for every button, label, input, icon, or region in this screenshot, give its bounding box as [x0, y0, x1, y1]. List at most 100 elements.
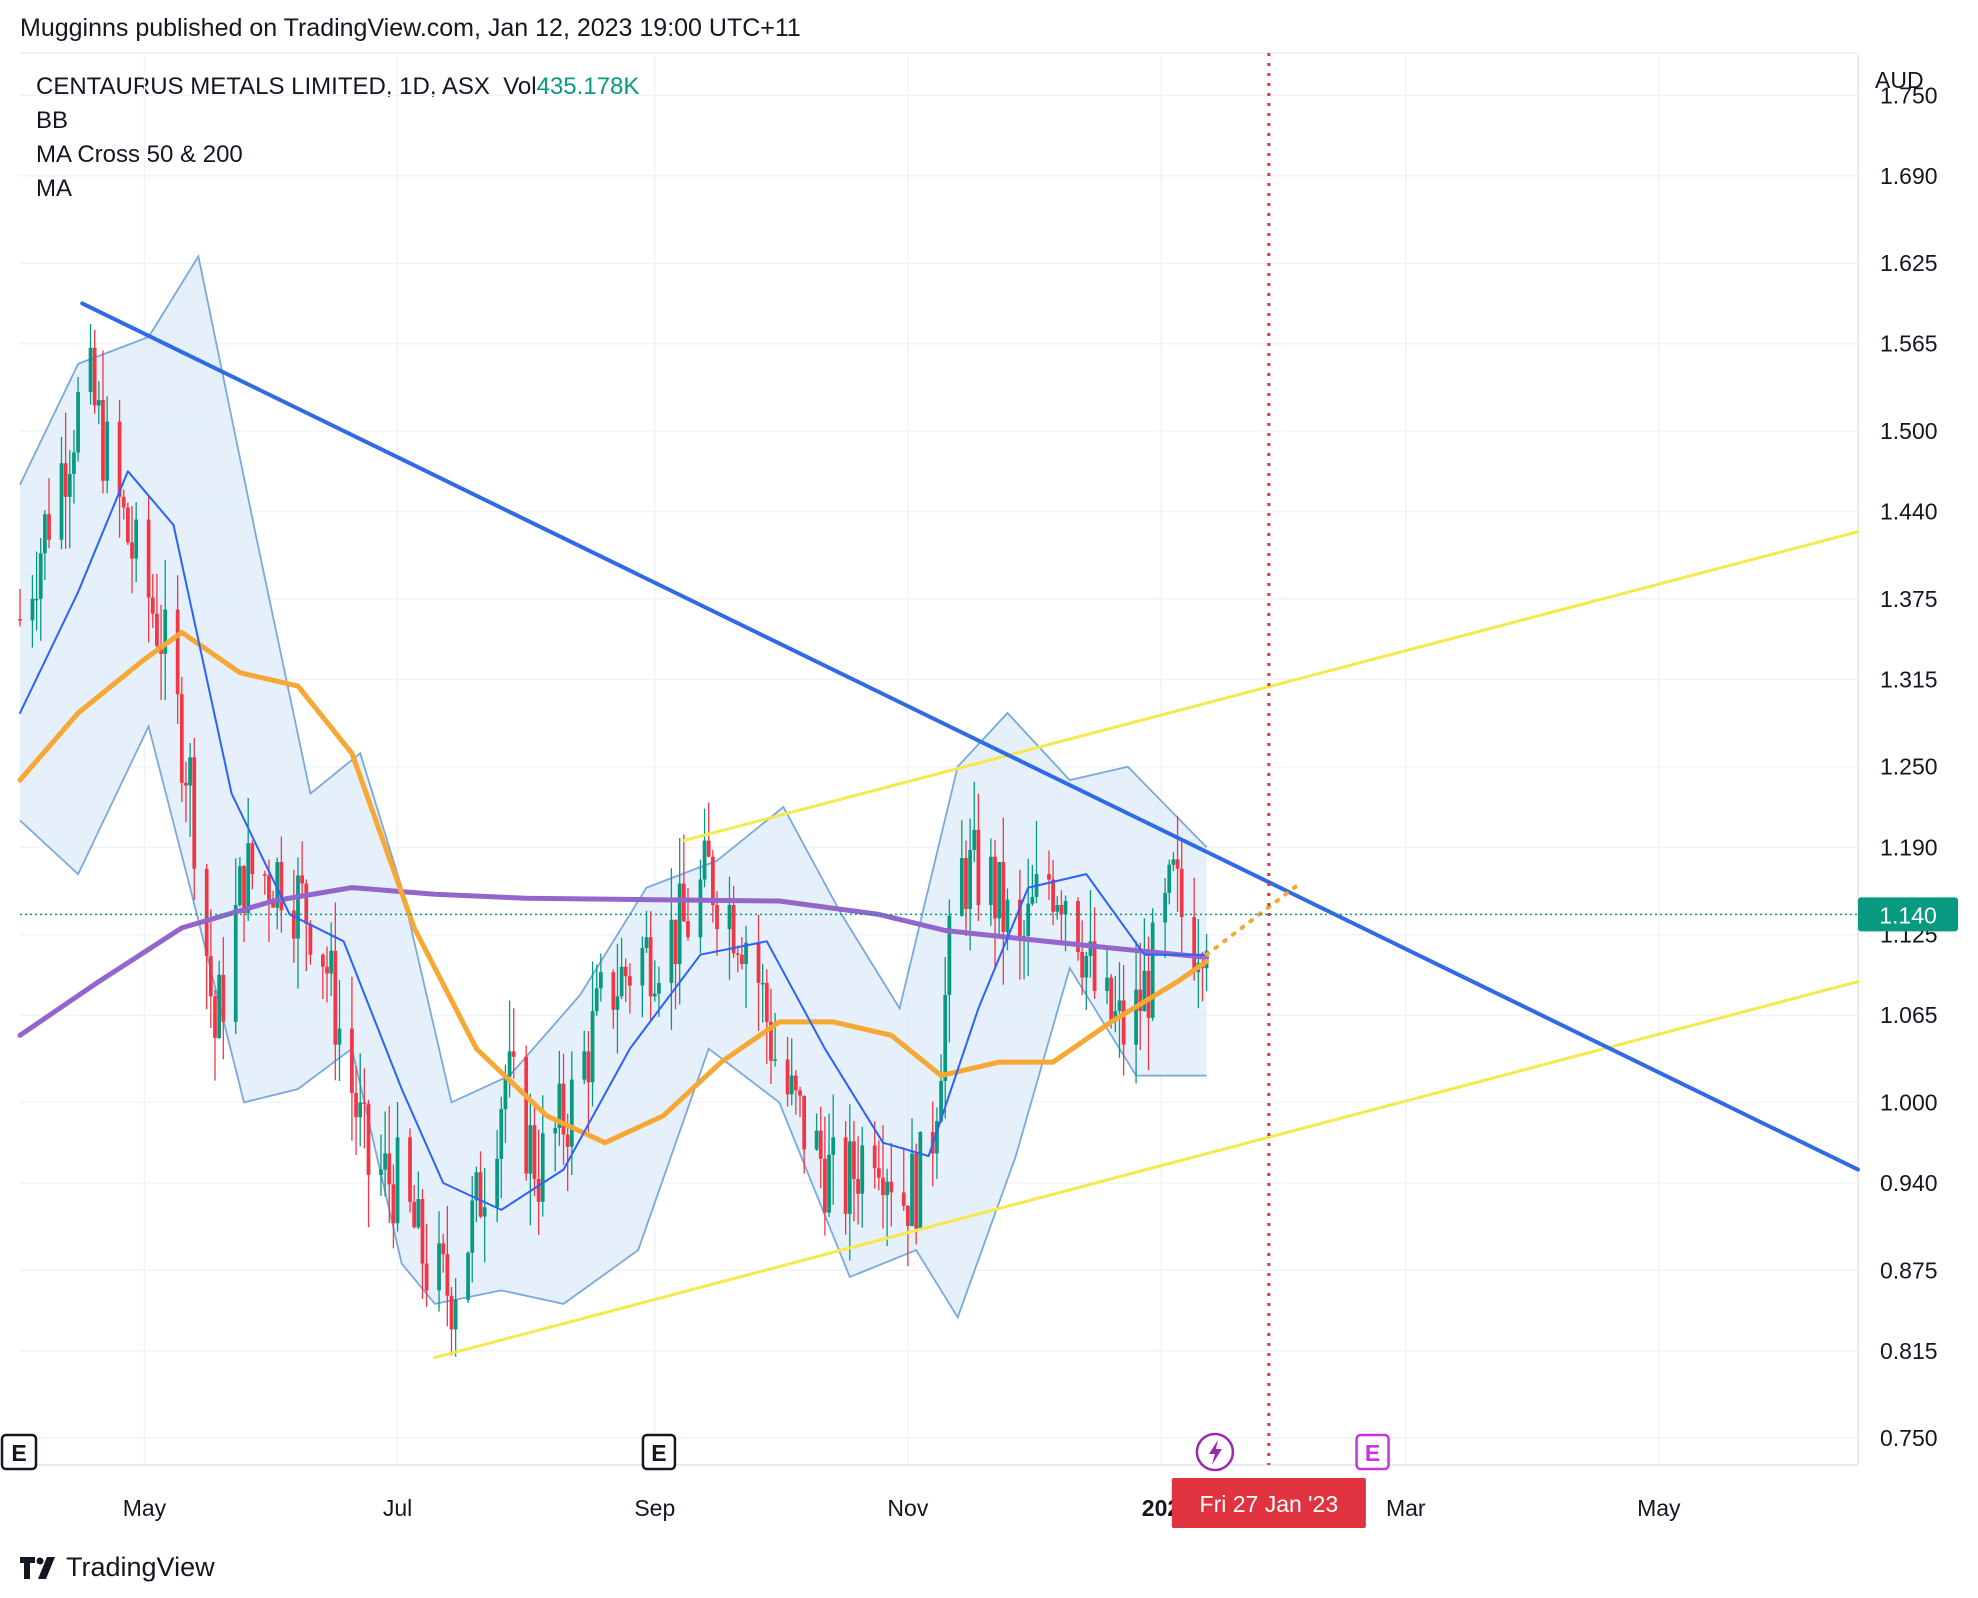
ma50-line — [17, 629, 1210, 1146]
price-tick-2: 1.625 — [1880, 250, 1938, 276]
candle-body-14 — [101, 400, 105, 481]
candle-body-139 — [827, 1154, 831, 1213]
candle-body-102 — [615, 996, 620, 1010]
candle-body-149 — [885, 1181, 890, 1196]
time-tick-3: Nov — [887, 1495, 928, 1521]
candle-body-146 — [872, 1145, 877, 1169]
candle-body-95 — [569, 1079, 574, 1147]
candle-body-129 — [769, 1021, 773, 1061]
candle-body-194 — [1146, 970, 1151, 1018]
candle-body-177 — [1051, 879, 1055, 912]
legend-ma-cross[interactable]: MA Cross 50 & 200 — [36, 141, 243, 168]
candle-body-116 — [698, 879, 703, 938]
candle-body-131 — [785, 1059, 790, 1095]
candle-body-147 — [876, 1168, 881, 1178]
candle-body-148 — [881, 1177, 885, 1196]
earnings-marker-2-letter: E — [1365, 1440, 1380, 1466]
candle-body-119 — [711, 856, 715, 906]
legend-symbol-row[interactable]: CENTAURUS METALS LIMITED, 1D, ASX Vol435… — [36, 70, 639, 104]
candle-body-183 — [1084, 956, 1089, 978]
candle-body-122 — [731, 905, 736, 954]
candle-body-150 — [889, 1181, 894, 1193]
candle-body-97 — [586, 1051, 591, 1083]
candle-body-98 — [590, 1011, 595, 1083]
bb-fill — [20, 256, 1207, 1318]
candle-body-84 — [507, 1051, 512, 1077]
candle-body-204 — [1204, 950, 1209, 969]
tradingview-brand[interactable]: TradingView — [20, 1552, 215, 1583]
candle-body-175 — [1034, 874, 1039, 897]
candle-body-155 — [918, 1131, 923, 1229]
candle-body-90 — [540, 1133, 545, 1202]
symbol-line: CENTAURUS METALS LIMITED, 1D, ASX — [36, 73, 490, 100]
candle-body-199 — [1175, 859, 1180, 869]
candle-body-91 — [553, 1127, 558, 1134]
candle-body-68 — [416, 1199, 421, 1228]
candle-body-179 — [1059, 905, 1064, 915]
candle-body-62 — [383, 1153, 387, 1170]
candle-body-69 — [420, 1199, 425, 1264]
candle-body-193 — [1142, 970, 1147, 1012]
bb-lower-line — [19, 723, 1207, 1320]
candle-body-121 — [727, 905, 732, 930]
candle-body-109 — [652, 993, 657, 997]
candle-body-46 — [291, 910, 296, 939]
candle-body-70 — [424, 1263, 429, 1291]
candle-body-157 — [935, 1121, 939, 1154]
candle-body-101 — [611, 972, 616, 1010]
candle-body-39 — [246, 843, 251, 914]
legend: CENTAURUS METALS LIMITED, 1D, ASX Vol435… — [36, 70, 639, 206]
candle-body-0 — [18, 619, 22, 621]
candle-body-178 — [1055, 905, 1060, 912]
candle-body-26 — [175, 609, 180, 695]
lightning-icon — [1208, 1440, 1222, 1465]
time-tick-5: Mar — [1386, 1495, 1426, 1521]
candle-body-8 — [67, 473, 72, 497]
legend-bb[interactable]: BB — [36, 107, 69, 134]
split-event-icon — [1195, 1432, 1235, 1472]
ma200-line — [17, 885, 1210, 1038]
candle-body-12 — [92, 347, 97, 406]
trendline-yellow-0 — [682, 530, 1860, 843]
candle-body-18 — [126, 507, 130, 543]
candle-body-94 — [565, 1134, 570, 1147]
candle-body-152 — [906, 1205, 910, 1226]
earnings-marker-2-box — [1355, 1433, 1390, 1471]
candle-body-108 — [648, 937, 653, 997]
candle-body-35 — [221, 974, 226, 1022]
vol-value: 435.178K — [536, 73, 640, 100]
candle-body-44 — [275, 862, 280, 908]
trendline-yellow-1 — [433, 980, 1860, 1360]
candle-body-165 — [976, 829, 981, 906]
bb-upper-line — [19, 254, 1208, 1104]
candle-body-9 — [72, 452, 76, 474]
candle-body-132 — [789, 1075, 794, 1095]
candle-body-125 — [744, 942, 748, 965]
candle-body-51 — [321, 954, 325, 967]
price-tick-7: 1.315 — [1880, 666, 1938, 692]
candle-body-23 — [155, 613, 159, 646]
candle-body-135 — [802, 1095, 807, 1150]
candle-body-110 — [657, 982, 661, 994]
candle-body-40 — [250, 843, 255, 875]
candle-body-202 — [1196, 962, 1201, 973]
price-tick-16: 0.750 — [1880, 1425, 1938, 1451]
candle-body-176 — [1047, 874, 1051, 880]
candle-body-5 — [47, 514, 51, 540]
earnings-marker-1-letter: E — [651, 1440, 666, 1466]
time-tick-2: Sep — [634, 1495, 675, 1521]
candle-body-117 — [702, 840, 707, 880]
candle-body-201 — [1192, 917, 1197, 973]
candle-body-136 — [814, 1130, 819, 1150]
legend-ma[interactable]: MA — [36, 175, 72, 202]
candle-body-190 — [1121, 1000, 1126, 1045]
candle-body-170 — [1005, 899, 1010, 932]
candle-body-192 — [1138, 989, 1143, 1012]
candle-body-29 — [188, 757, 192, 786]
candle-body-1 — [30, 598, 35, 621]
candle-body-144 — [856, 1178, 860, 1194]
candle-body-82 — [499, 1109, 504, 1159]
candle-body-161 — [959, 858, 964, 916]
